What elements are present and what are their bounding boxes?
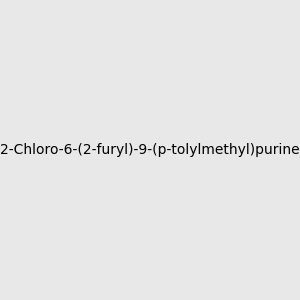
Text: 2-Chloro-6-(2-furyl)-9-(p-tolylmethyl)purine: 2-Chloro-6-(2-furyl)-9-(p-tolylmethyl)pu… bbox=[0, 143, 300, 157]
